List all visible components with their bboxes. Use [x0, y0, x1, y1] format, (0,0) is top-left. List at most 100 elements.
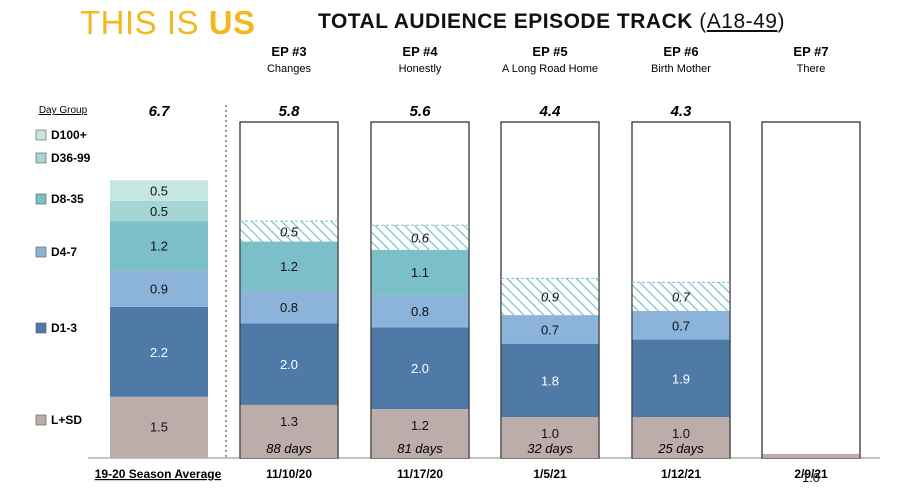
- segment-value-label: 1.0: [802, 470, 820, 485]
- legend-label: D1-3: [51, 321, 77, 335]
- bar-segment: [110, 200, 208, 222]
- bar-segment: [240, 404, 338, 458]
- segment-value-label: 0.7: [541, 322, 559, 337]
- legend: Day Group D100+ D36-99 D8-35 D4-7 D1-3 L+SD: [35, 105, 91, 427]
- bar-group: EP #6 Birth Mother 4.3 1.0 1.9 0.7 0.7 25 days 1…: [631, 44, 731, 481]
- title-demo: A18-49: [706, 10, 778, 33]
- airdate-label: 11/17/20: [397, 467, 443, 481]
- bar-segment: [371, 249, 469, 295]
- legend-swatch: [35, 322, 47, 334]
- bars: 6.7 1.5 2.2 0.9 1.2 0.5 0.5 19-20 Season Averag…: [95, 44, 861, 485]
- bar-segment: [110, 396, 208, 458]
- bar-total-label: 4.3: [670, 103, 693, 120]
- episode-label: EP #4: [402, 44, 438, 59]
- bar-segment: [240, 241, 338, 291]
- bar-group: 6.7 1.5 2.2 0.9 1.2 0.5 0.5 19-20 Season Averag…: [95, 103, 222, 481]
- projected-segment: [371, 225, 469, 250]
- legend-label: D8-35: [51, 192, 84, 206]
- title-paren-open: (: [699, 10, 707, 33]
- title-main: TOTAL AUDIENCE EPISODE TRACK: [318, 10, 700, 33]
- days-label: 88 days: [266, 441, 312, 456]
- segment-value-label: 0.6: [411, 230, 430, 245]
- legend-label: D36-99: [51, 151, 91, 165]
- show-logo: THIS IS US: [80, 4, 256, 42]
- bar-group: EP #4 Honestly 5.6 1.2 2.0 0.8 1.1 0.6 81 days 11…: [370, 44, 470, 481]
- segment-value-label: 1.0: [541, 426, 559, 441]
- legend-label: L+SD: [51, 413, 82, 427]
- segment-value-label: 2.2: [150, 345, 168, 360]
- airdate-label: 2/9/21: [794, 467, 828, 481]
- episode-subtitle: Changes: [267, 63, 312, 75]
- segment-value-label: 1.0: [672, 426, 690, 441]
- segment-value-label: 1.5: [150, 419, 168, 434]
- bar-segment: [371, 408, 469, 458]
- legend-swatch: [35, 152, 47, 164]
- days-label: 32 days: [527, 441, 573, 456]
- bar-total-label: 6.7: [149, 103, 171, 120]
- bar-segment: [240, 323, 338, 405]
- segment-value-label: 1.9: [672, 371, 690, 386]
- segment-value-label: 1.2: [150, 239, 168, 254]
- airdate-label: 11/10/20: [266, 467, 312, 481]
- chart-title: TOTAL AUDIENCE EPISODE TRACK (A18-49): [318, 10, 785, 34]
- bar-group: EP #7 There 1.02/9/21: [761, 44, 861, 485]
- bar-segment: [371, 294, 469, 328]
- episode-subtitle: Birth Mother: [651, 63, 711, 75]
- bar-segment: [762, 453, 860, 458]
- bar-segment: [501, 315, 599, 344]
- bar-total-label: 5.8: [279, 103, 301, 120]
- season-average-label: 19-20 Season Average: [95, 467, 222, 481]
- legend-heading: Day Group: [39, 105, 88, 116]
- segment-value-label: 1.8: [541, 373, 559, 388]
- segment-value-label: 1.1: [411, 265, 429, 280]
- bar-segment: [501, 343, 599, 418]
- days-label: 81 days: [397, 441, 443, 456]
- segment-value-label: 0.5: [150, 204, 168, 219]
- segment-value-label: 1.3: [280, 414, 298, 429]
- bar-segment: [110, 270, 208, 307]
- legend-label: D100+: [51, 128, 87, 142]
- legend-label: D4-7: [51, 245, 77, 259]
- segment-value-label: 0.5: [150, 184, 168, 199]
- airdate-label: 1/12/21: [661, 467, 701, 481]
- title-paren-close: ): [777, 10, 785, 33]
- segment-value-label: 0.9: [541, 290, 559, 305]
- bar-segment: [632, 339, 730, 418]
- episode-label: EP #7: [793, 44, 828, 59]
- segment-value-label: 0.7: [672, 318, 690, 333]
- segment-value-label: 0.8: [280, 300, 298, 315]
- bar-segment: [501, 417, 599, 458]
- segment-value-label: 2.0: [411, 361, 429, 376]
- segment-value-label: 1.2: [411, 418, 429, 433]
- legend-swatch: [35, 129, 47, 141]
- segment-value-label: 0.5: [280, 224, 299, 239]
- projected-segment: [501, 278, 599, 316]
- bar-group: EP #5 A Long Road Home 4.4 1.0 1.8 0.7 0.9 32 d…: [500, 44, 600, 481]
- days-label: 25 days: [657, 441, 704, 456]
- logo-bold-text: US: [208, 4, 256, 41]
- episode-label: EP #6: [663, 44, 698, 59]
- bar-segment: [110, 306, 208, 397]
- episode-subtitle: There: [797, 63, 826, 75]
- bar-segment: [240, 290, 338, 324]
- segment-value-label: 2.0: [280, 357, 298, 372]
- logo-light-text: THIS IS: [80, 4, 200, 41]
- bar-segment: [110, 180, 208, 201]
- episode-subtitle: A Long Road Home: [502, 63, 598, 75]
- episode-label: EP #3: [271, 44, 306, 59]
- bar-total-label: 4.4: [539, 103, 562, 120]
- bar-segment: [371, 327, 469, 409]
- bar-segment: [632, 417, 730, 458]
- bar-segment: [632, 310, 730, 340]
- episode-label: EP #5: [532, 44, 567, 59]
- legend-swatch: [35, 193, 47, 205]
- segment-value-label: 0.8: [411, 304, 429, 319]
- bar-group: EP #3 Changes 5.8 1.3 2.0 0.8 1.2 0.5 88 days 11/…: [239, 44, 339, 481]
- segment-value-label: 1.2: [280, 259, 298, 274]
- legend-swatch: [35, 246, 47, 258]
- bar-segment: [110, 221, 208, 271]
- projected-segment: [632, 282, 730, 311]
- segment-value-label: 0.9: [150, 282, 168, 297]
- bar-total-label: 5.6: [410, 103, 432, 120]
